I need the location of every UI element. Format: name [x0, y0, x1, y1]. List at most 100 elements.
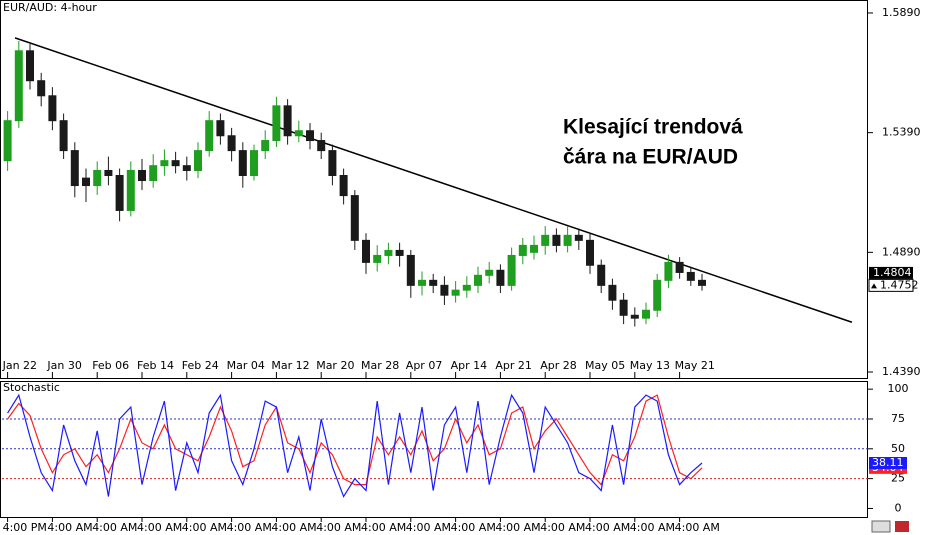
x-tick-label: 4:00 AM	[540, 521, 585, 534]
x-tick-label: Apr 07	[406, 359, 443, 372]
candle-body	[362, 239, 371, 263]
icon[interactable]	[895, 521, 909, 532]
last-price-arrow	[871, 283, 877, 289]
indicator-title: Stochastic	[3, 381, 60, 394]
x-tick-label: 4:00 AM	[316, 521, 361, 534]
x-tick-label: 4:00 AM	[451, 521, 496, 534]
candle-body	[70, 150, 79, 187]
title-bg	[1, 1, 87, 15]
candle-body	[138, 169, 147, 182]
indicator-panel	[0, 381, 868, 518]
candle-body	[496, 269, 505, 286]
candle-body	[597, 264, 606, 286]
candle-body	[698, 279, 707, 286]
candle-body	[586, 239, 595, 266]
candle-body	[541, 234, 550, 246]
candle-body	[115, 174, 124, 211]
x-tick-label: May 13	[630, 359, 670, 372]
x-tick-label: 4:00 PM	[3, 521, 47, 534]
candle-body	[37, 80, 46, 97]
indicator-title-bg	[1, 382, 53, 395]
value-label: 38.11	[872, 456, 904, 469]
x-tick-label: 4:00 AM	[406, 521, 451, 534]
x-tick-label: Jan 30	[46, 359, 81, 372]
candle-body	[93, 169, 102, 187]
candle-body	[429, 279, 438, 286]
x-tick-label: 4:00 AM	[47, 521, 92, 534]
annotation: Klesající trendová	[563, 116, 743, 139]
x-tick-label: 4:00 AM	[630, 521, 675, 534]
last-price-label: 1.4752	[880, 278, 919, 291]
candle-body	[474, 274, 483, 286]
x-tick-label: May 05	[585, 359, 625, 372]
candle-body	[82, 177, 91, 187]
candle-body	[328, 150, 337, 176]
bid-label: 1.4804	[873, 266, 912, 279]
candle-body	[675, 261, 684, 273]
x-tick-label: 4:00 AM	[271, 521, 316, 534]
candle-body	[507, 254, 516, 286]
candle-body	[26, 50, 35, 82]
candle-body	[238, 150, 247, 176]
y-tick-label: 75	[891, 412, 905, 425]
candle-body	[216, 120, 225, 137]
bid-box	[869, 266, 913, 279]
icon[interactable]	[871, 520, 891, 533]
x-tick-label: 4:00 AM	[227, 521, 272, 534]
x-tick-label: 4:00 AM	[137, 521, 182, 534]
x-tick-label: 4:00 AM	[92, 521, 137, 534]
y-tick-label: 1.4890	[882, 245, 921, 258]
x-tick-label: 4:00 AM	[361, 521, 406, 534]
annotation: čára na EUR/AUD	[563, 146, 738, 169]
candle-body	[619, 299, 628, 316]
candle-body	[608, 284, 617, 301]
x-tick-label: Feb 14	[137, 359, 174, 372]
stochastic-line	[7, 393, 703, 498]
candle-body	[395, 249, 404, 256]
candle-body	[294, 130, 303, 137]
candle-body	[261, 140, 270, 152]
candle-body	[272, 105, 281, 142]
candle-body	[664, 261, 673, 281]
candle-body	[384, 249, 393, 256]
candle-body	[171, 160, 180, 167]
candle-body	[160, 160, 169, 167]
x-tick-label: Mar 28	[361, 359, 399, 372]
candle-body	[194, 150, 203, 171]
x-tick-label: 4:00 AM	[182, 521, 227, 534]
trendline	[14, 37, 853, 323]
candle-body	[530, 244, 539, 253]
candle-body	[306, 130, 315, 142]
price-panel	[0, 0, 868, 379]
x-tick-label: May 21	[675, 359, 715, 372]
candle-body	[14, 50, 23, 122]
y-tick-label: 1.5390	[882, 126, 921, 139]
candle-body	[59, 120, 68, 152]
candle-body	[3, 120, 12, 162]
stochastic-line	[7, 394, 703, 486]
y-tick-label: 1.5890	[882, 6, 921, 19]
chart-title: EUR/AUD: 4-hour	[3, 1, 97, 14]
x-tick-label: 4:00 AM	[675, 521, 720, 534]
candle-body	[250, 150, 259, 176]
candle-body	[518, 244, 527, 256]
x-tick-label: 4:00 AM	[585, 521, 630, 534]
candle-body	[462, 284, 471, 291]
candle-body	[283, 105, 292, 137]
candle-body	[149, 165, 158, 182]
candle-body	[227, 135, 236, 152]
candle-body	[317, 140, 326, 152]
x-tick-label: Apr 21	[495, 359, 532, 372]
candle-body	[563, 234, 572, 246]
candle-body	[574, 234, 583, 241]
value-box	[869, 456, 907, 469]
x-tick-label: Mar 12	[271, 359, 309, 372]
y-tick-label: 100	[888, 382, 909, 395]
x-tick-label: 4:00 AM	[495, 521, 540, 534]
candle-body	[440, 284, 449, 296]
candle-body	[418, 279, 427, 286]
candle-body	[552, 234, 561, 246]
candle-body	[406, 254, 415, 286]
candle-body	[126, 169, 135, 211]
